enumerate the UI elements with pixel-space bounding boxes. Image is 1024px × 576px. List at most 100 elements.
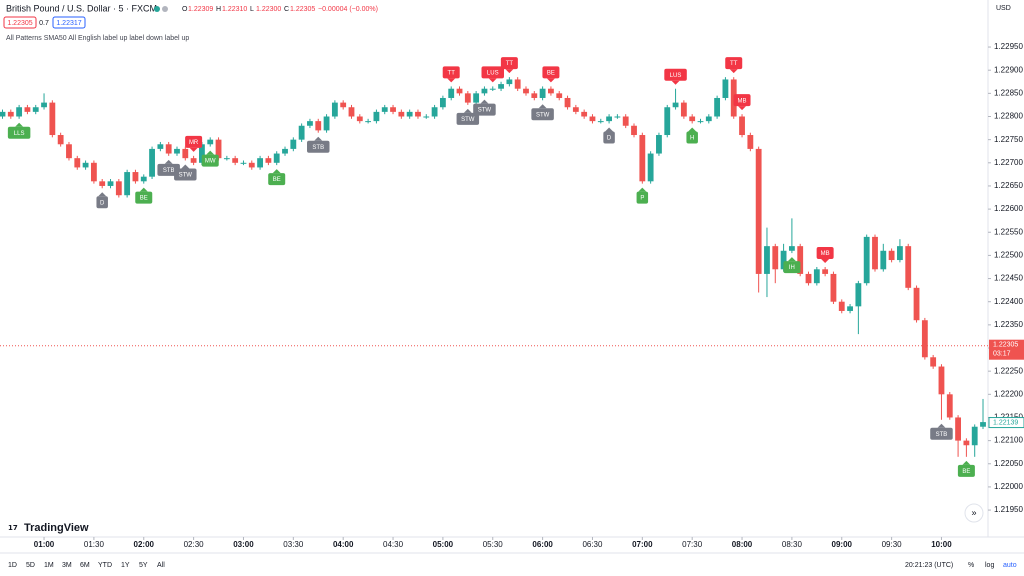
range-button[interactable]: 1Y [121,562,130,569]
pattern-label: P [640,196,644,202]
candle-body [498,84,504,89]
pattern-label: STW [536,112,550,118]
pattern-pointer [15,122,24,127]
candle-body [215,139,222,159]
candle-body [32,107,39,112]
candle-body [589,116,596,122]
range-button[interactable]: YTD [98,562,112,569]
candle-body [165,144,172,154]
candle-body [489,88,496,90]
x-tick-label: 10:00 [931,540,952,549]
y-tick-label: 1.22050 [994,459,1023,468]
pattern-pointer [546,78,555,83]
y-tick-label: 1.22650 [994,181,1023,190]
pattern-pointer [688,127,697,132]
candle-body [830,273,837,302]
x-tick-label: 01:00 [34,540,55,549]
pattern-label: BE [273,177,281,183]
pattern-label: LUS [487,70,499,76]
buy-price[interactable]: 1.22317 [56,20,81,27]
candle-body [714,97,721,117]
y-tick-label: 1.22450 [994,274,1023,283]
y-tick-label: 1.22800 [994,112,1023,121]
logo[interactable]: TradingView [24,522,89,534]
pattern-label: BE [547,70,555,76]
pattern-label: TT [730,61,738,67]
range-button[interactable]: 5D [26,562,35,569]
pattern-box [500,57,518,70]
candle-body [755,148,762,274]
pattern-label: TT [506,61,514,67]
candle-body [656,135,662,154]
x-tick-label: 01:30 [84,540,105,549]
candle-body [423,116,430,118]
plot: LLSDBESTBSTWMRMWBESTBTTSTWSTWLUSTTSTWBED… [0,57,988,477]
ohlc-key: H [216,6,221,13]
pattern-box [531,108,554,121]
candle-body [689,116,696,122]
buy-button[interactable] [52,16,86,29]
x-tick-label: 05:00 [433,540,454,549]
scroll-icon: » [971,507,976,517]
candle-body [888,250,895,261]
y-tick-label: 1.22850 [994,88,1023,97]
symbol-title[interactable]: British Pound / U.S. Dollar · 5 · FXCM [6,3,157,13]
x-tick-label: 08:30 [782,540,803,549]
range-button[interactable]: All [157,562,165,569]
range-button[interactable]: 1D [8,562,17,569]
candle-body [340,102,347,108]
pattern-box [542,66,560,79]
bottom-toolbar: 1D 5D 1M 3M 6M YTD 1Y 5Y All 20:21:23 (UTC)% log au… [8,562,1017,569]
indicator-legend[interactable]: All Patterns SMA50 All English label up … [6,35,189,42]
range-button[interactable]: 5Y [139,562,148,569]
pattern-pointer [480,99,489,104]
pattern-label: STB [163,168,175,174]
pattern-pointer [98,192,107,197]
scale-button[interactable]: % [968,562,974,569]
market-status [154,6,160,12]
candle-body [523,88,529,94]
ohlc-key: C [284,6,289,13]
x-tick-label: 08:00 [732,540,753,549]
last-price-tag [989,339,1024,360]
candle-body [140,176,147,182]
candle-body [631,125,637,136]
y-tick-label: 1.22950 [994,42,1023,51]
pattern-pointer [605,127,614,132]
candle-body [107,181,114,186]
pattern-box [185,135,203,148]
ohlc-key: O [182,6,188,13]
y-tick-label: 1.22200 [994,389,1023,398]
pattern-box [686,131,698,144]
candle-body [298,125,305,140]
candle-body [572,107,579,112]
candle-body [971,426,978,446]
pattern-box [930,427,953,440]
candle-body [647,153,654,182]
candle-body [780,250,787,270]
candle-body [813,269,820,284]
candle-body [847,306,853,311]
pattern-box [957,464,975,477]
range-button[interactable]: 1M [44,562,54,569]
x-tick-label: 02:00 [134,540,155,549]
candle-body [240,162,247,164]
range-button[interactable]: 3M [62,562,72,569]
scale-button[interactable]: log [985,562,994,569]
scroll-button[interactable] [964,503,984,523]
scale-button[interactable]: auto [1003,562,1017,569]
range-button[interactable]: 6M [80,562,90,569]
candle-body [872,236,878,270]
y-tick-label: 1.22900 [994,65,1023,74]
currency[interactable]: USD [996,5,1011,12]
candle-body [980,422,986,427]
clock[interactable]: 20:21:23 (UTC) [905,562,953,569]
pattern-box [481,66,505,79]
sell-price[interactable]: 1.22305 [7,20,32,27]
pattern-pointer [937,423,946,428]
pattern-pointer [206,150,215,155]
sell-button[interactable] [3,16,37,29]
pattern-box [96,196,108,209]
countdown: 03:17 [993,351,1011,358]
